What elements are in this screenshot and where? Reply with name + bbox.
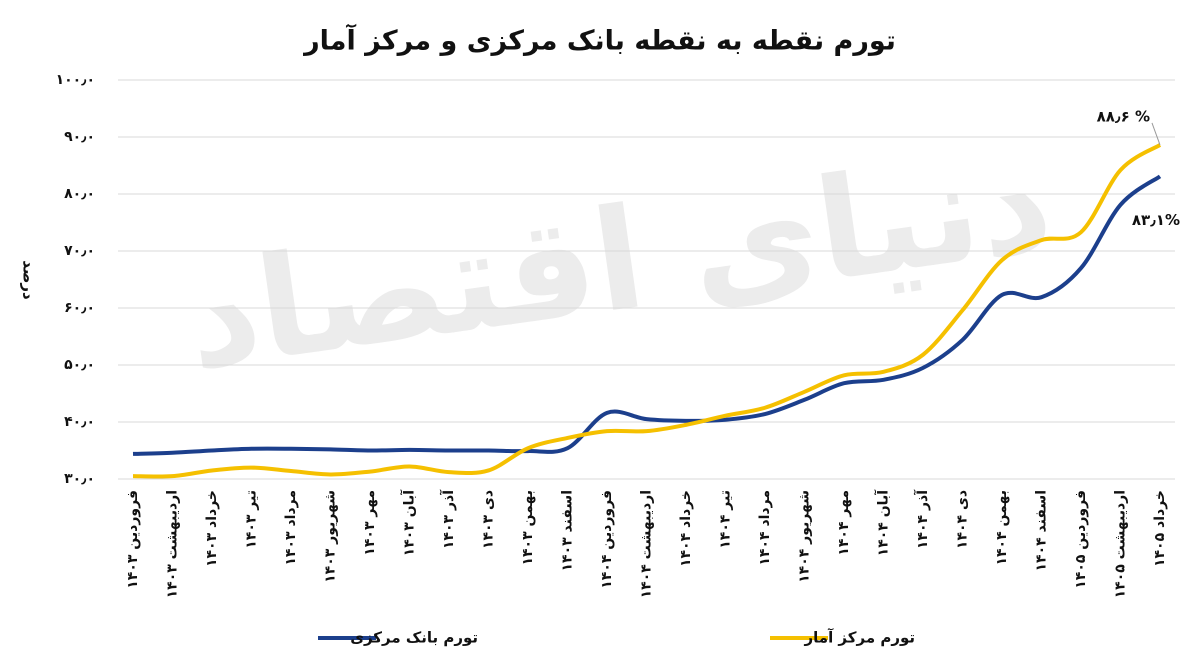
y-tick-label: ۷۰٫۰ [64, 243, 95, 259]
legend-label: تورم بانک مرکزی [350, 629, 478, 647]
x-tick-label: آذر ۱۴۰۴ [913, 489, 931, 549]
y-tick-label: ۴۰٫۰ [64, 414, 95, 430]
x-tick-label: دی ۱۴۰۴ [955, 490, 971, 549]
x-tick-label: تیر ۱۴۰۳ [244, 490, 260, 549]
x-tick-label: تیر ۱۴۰۴ [718, 490, 734, 549]
x-tick-label: اردیبهشت ۱۴۰۵ [1113, 490, 1129, 598]
chart-title: تورم نقطه به نقطه بانک مرکزی و مرکز آمار [302, 24, 896, 57]
x-tick-label: بهمن ۱۴۰۴ [994, 490, 1010, 566]
x-tick-label: آذر ۱۴۰۳ [439, 489, 457, 549]
x-tick-label: فروردین ۱۴۰۵ [1073, 490, 1089, 589]
x-tick-label: بهمن ۱۴۰۳ [520, 490, 536, 566]
y-tick-label: ۳۰٫۰ [64, 471, 95, 487]
x-tick-label: شهریور ۱۴۰۳ [323, 490, 339, 583]
y-tick-label: ۱۰۰٫۰ [56, 72, 95, 88]
x-tick-label: خرداد ۱۴۰۳ [204, 490, 220, 567]
data-label: ۸۳٫۱% [1132, 211, 1180, 229]
x-tick-label: اردیبهشت ۱۴۰۳ [165, 490, 181, 598]
line-series [132, 174, 1162, 456]
x-tick-label: آبان ۱۴۰۳ [400, 489, 418, 557]
x-tick-label: مهر ۱۴۰۳ [362, 490, 378, 556]
legend-label: تورم مرکز آمار [804, 629, 915, 647]
x-tick-label: آبان ۱۴۰۴ [874, 489, 892, 557]
x-tick-label: مرداد ۱۴۰۴ [757, 490, 773, 566]
watermark: دنیای اقتصاد [176, 120, 1061, 403]
x-tick-label: مرداد ۱۴۰۳ [283, 490, 299, 566]
x-tick-label: فروردین ۱۴۰۴ [599, 490, 615, 589]
line-series [132, 143, 1162, 479]
x-tick-label: اسفند ۱۴۰۳ [560, 490, 576, 572]
x-tick-label: دی ۱۴۰۳ [481, 490, 497, 549]
x-tick-label: شهریور ۱۴۰۴ [797, 490, 813, 583]
x-tick-label: مهر ۱۴۰۴ [836, 490, 852, 556]
x-tick-label: خرداد ۱۴۰۴ [678, 490, 694, 567]
y-tick-label: ۶۰٫۰ [64, 300, 95, 316]
y-axis-label: درصد [20, 260, 38, 300]
x-tick-label: اسفند ۱۴۰۴ [1034, 490, 1050, 572]
y-tick-label: ۹۰٫۰ [64, 129, 95, 145]
y-tick-label: ۸۰٫۰ [64, 186, 95, 202]
leader-line [1151, 122, 1161, 146]
x-tick-label: فروردین ۱۴۰۳ [125, 490, 141, 589]
y-tick-label: ۵۰٫۰ [64, 357, 95, 373]
x-tick-label: اردیبهشت ۱۴۰۴ [639, 490, 655, 598]
data-label: % ۸۸٫۶ [1097, 107, 1150, 125]
x-tick-label: خرداد ۱۴۰۵ [1152, 490, 1168, 567]
